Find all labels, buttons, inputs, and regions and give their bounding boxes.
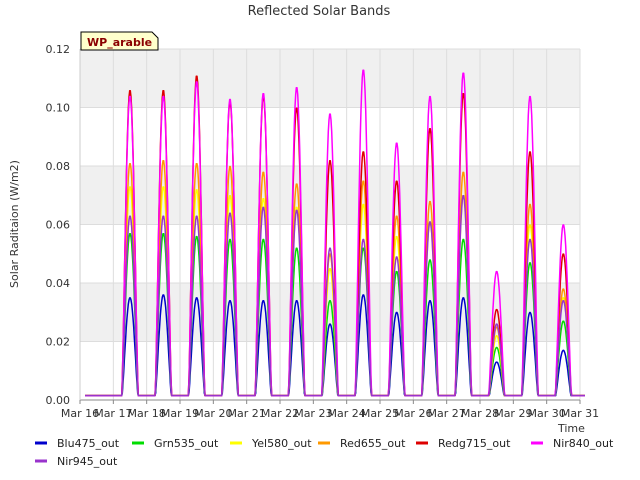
legend-label: Yel580_out [251,437,312,450]
legend: Blu475_out Grn535_out Yel580_out Red655_out… [35,437,614,468]
background-band [80,49,580,108]
x-tick-label: Mar 21 [228,407,266,420]
legend-label: Nir840_out [553,437,614,450]
x-tick-label: Mar 27 [428,407,466,420]
y-tick-label: 0.00 [46,394,71,407]
y-tick-label: 0.06 [46,219,71,232]
x-tick-label: Mar 31 [561,407,599,420]
legend-label: Red655_out [340,437,406,450]
x-tick-label: Mar 17 [94,407,132,420]
series-line-nir840_out [84,69,586,397]
y-axis-label: Solar Raditaion (W/m2) [8,160,21,288]
legend-label: Redg715_out [438,437,511,450]
x-tick-label: Mar 29 [494,407,532,420]
annotation-label: WP_arable [87,36,152,49]
x-tick-label: Mar 22 [261,407,299,420]
y-tick-label: 0.08 [46,160,71,173]
legend-label: Grn535_out [154,437,219,450]
y-tick-label: 0.12 [46,43,71,56]
x-tick-label: Mar 26 [394,407,432,420]
x-tick-label: Mar 25 [361,407,399,420]
x-axis-label: Time [557,422,585,435]
chart-title: Reflected Solar Bands [248,4,391,19]
x-tick-label: Mar 19 [161,407,199,420]
plot-background-bands [80,49,580,342]
background-band [80,166,580,225]
legend-label: Nir945_out [57,455,118,468]
x-tick-label: Mar 28 [461,407,499,420]
y-tick-label: 0.02 [46,336,71,349]
y-tick-label: 0.04 [46,277,71,290]
grid-lines [79,48,581,401]
annotation-box [80,31,159,51]
x-tick-label: Mar 30 [528,407,566,420]
legend-label: Blu475_out [57,437,120,450]
y-tick-label: 0.10 [46,102,71,115]
background-band [80,283,580,342]
station-annotation: WP_arable [80,31,159,51]
x-tick-label: Mar 18 [128,407,166,420]
series-layer [84,69,586,397]
x-tick-label: Mar 16 [61,407,99,420]
x-tick-label: Mar 24 [328,407,366,420]
x-tick-label: Mar 20 [194,407,232,420]
x-tick-label: Mar 23 [294,407,332,420]
series-line-nir945_out [84,195,586,397]
